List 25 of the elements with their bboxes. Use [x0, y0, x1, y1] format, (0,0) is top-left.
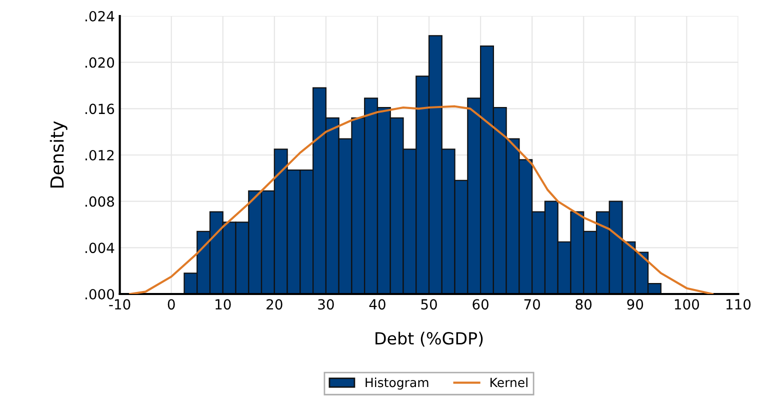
x-axis-title: Debt (%GDP) [376, 332, 483, 347]
y-tick-label: .004 [86, 242, 114, 254]
x-tick-label: 10 [216, 299, 231, 310]
y-tick-label: .008 [86, 196, 114, 207]
x-tick-label: 0 [168, 299, 175, 310]
x-tick-label: 90 [627, 299, 644, 310]
x-tick-label: 100 [674, 299, 700, 310]
y-tick-label: .020 [86, 57, 114, 68]
x-tick-label: 20 [266, 299, 282, 310]
x-tick-label: 30 [318, 299, 334, 310]
x-tick-label: 80 [576, 299, 592, 310]
y-axis-title: Density [50, 121, 68, 188]
legend-label: Kernel [490, 378, 528, 388]
y-tick-label: .024 [86, 10, 114, 22]
x-tick-label: 60 [472, 299, 488, 310]
line-series [129, 105, 714, 294]
x-tick-label: 110 [726, 299, 751, 310]
y-tick-label: .000 [86, 288, 114, 300]
y-tick-label: .016 [86, 104, 114, 114]
x-tick-label: 70 [524, 299, 540, 310]
x-tick-label: 40 [369, 299, 386, 310]
y-tick-label: .012 [86, 150, 114, 160]
legend-label: Histogram [366, 378, 428, 390]
x-tick-label: 50 [421, 299, 437, 310]
x-tick-label: -10 [109, 299, 130, 310]
